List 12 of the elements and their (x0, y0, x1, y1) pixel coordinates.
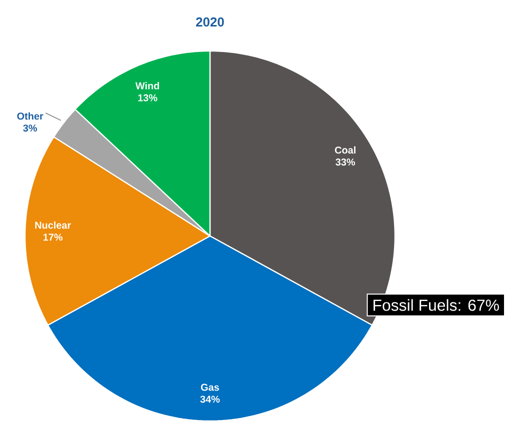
slice-label: Nuclear (35, 221, 71, 229)
data-label: 13% (138, 94, 158, 102)
data-label: 17% (43, 234, 63, 241)
text: Fossil Fuels: 67% (374, 299, 499, 311)
data-label: 3% (23, 124, 38, 132)
data-label: 34% (200, 396, 220, 403)
data-label: 33% (336, 158, 356, 166)
slice-label: Other (17, 112, 44, 120)
slice-label: Wind (135, 82, 160, 90)
slice-label: Gas (200, 384, 220, 391)
chart-title: 2020 (196, 17, 224, 27)
slice-label: Coal (334, 146, 356, 154)
